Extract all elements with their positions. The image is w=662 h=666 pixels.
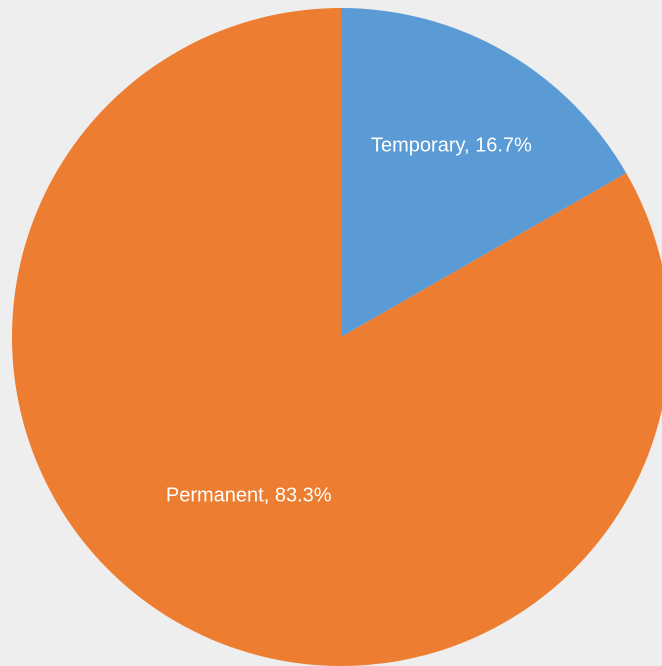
pie-slice (341, 8, 627, 337)
data-label: Temporary, 16.7% (371, 134, 532, 156)
pie-slice (12, 8, 662, 666)
data-label: Permanent, 83.3% (166, 485, 332, 507)
